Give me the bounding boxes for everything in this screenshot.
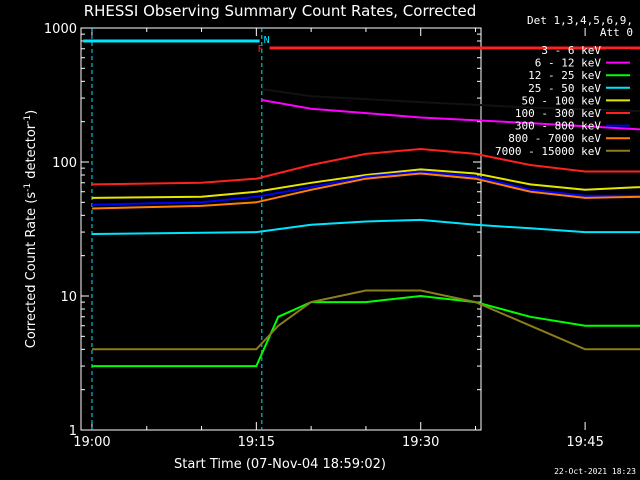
y-tick-label: 100 xyxy=(52,156,77,171)
legend-label: 300 - 800 keV xyxy=(515,120,601,133)
legend-label: 3 - 6 keV xyxy=(541,44,601,57)
series-line-1 xyxy=(261,99,640,131)
legend-label: 7000 - 15000 keV xyxy=(495,145,601,158)
x-tick-label: 19:00 xyxy=(73,435,110,450)
legend-label: 25 - 50 keV xyxy=(528,82,601,95)
legend-header-line-2: Att 0 xyxy=(600,26,633,39)
x-tick-label: 19:15 xyxy=(238,435,275,450)
y-tick-label: 1000 xyxy=(44,22,77,37)
y-axis-label: Corrected Count Rate (s-1 detector-1) xyxy=(23,110,39,348)
y-axis-label-sup-1: -1 xyxy=(23,183,33,192)
series-line-4 xyxy=(91,168,640,199)
series-line-8 xyxy=(92,289,640,351)
legend-header-line-1: Det 1,3,4,5,6,9, xyxy=(527,14,633,27)
legend-label: 50 - 100 keV xyxy=(522,94,602,107)
flag-bars: NF xyxy=(83,28,640,430)
night-flag-label: N xyxy=(264,35,270,46)
plot-frame xyxy=(80,27,482,431)
legend-label: 100 - 300 keV xyxy=(515,107,601,120)
y-axis-label-end: ) xyxy=(24,110,39,115)
chart-title: RHESSI Observing Summary Count Rates, Co… xyxy=(84,2,477,20)
series-line-5 xyxy=(91,147,640,186)
x-axis-label: Start Time (07-Nov-04 18:59:02) xyxy=(174,457,386,472)
y-axis-label-base: Corrected Count Rate (s xyxy=(24,192,39,349)
y-tick-labels: 1 10 100 1000 xyxy=(44,22,77,439)
y-tick-label: 10 xyxy=(60,290,77,305)
legend-label: 800 - 7000 keV xyxy=(508,132,601,145)
series-line-7 xyxy=(91,172,640,210)
legend-label: 12 - 25 keV xyxy=(528,69,601,82)
series-line-6 xyxy=(91,170,640,206)
y-axis-label-sup-2: -1 xyxy=(23,115,33,124)
y-tick-label: 1 xyxy=(69,424,77,439)
flare-flag-label: F xyxy=(257,44,263,55)
legend-label: 6 - 12 keV xyxy=(535,57,602,70)
series-line-0 xyxy=(261,88,640,113)
y-axis-label-mid: detector xyxy=(24,123,39,183)
footer-date: 22-Oct-2021 18:23 xyxy=(554,467,636,476)
x-tick-label: 19:30 xyxy=(402,435,439,450)
x-tick-label: 19:45 xyxy=(566,435,603,450)
series-line-2 xyxy=(92,294,640,368)
